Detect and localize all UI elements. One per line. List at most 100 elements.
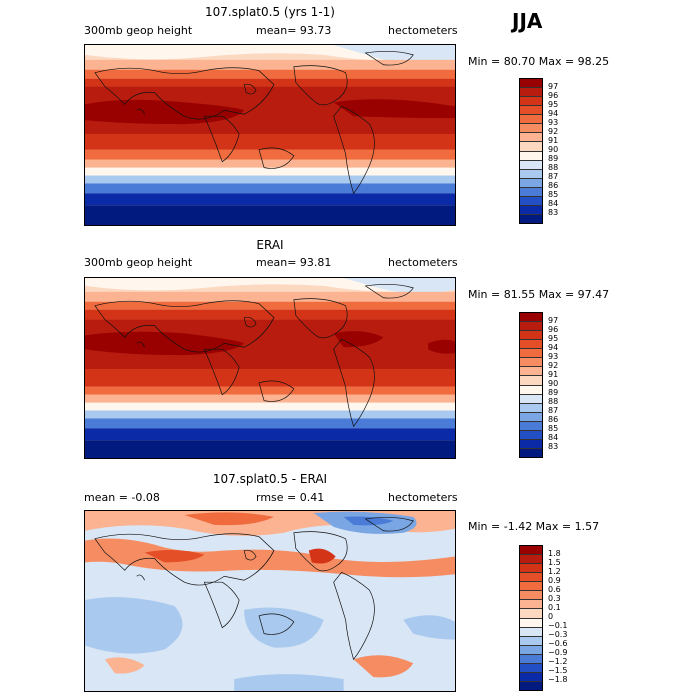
colorbar-label: 1.2 [548, 567, 561, 576]
colorbar-label: −1.5 [548, 666, 568, 675]
colorbar-label: 87 [548, 172, 559, 181]
colorbar-swatch [520, 385, 542, 395]
colorbar-label: 94 [548, 109, 559, 118]
colorbar-swatch [520, 313, 542, 323]
panel-2-colorbar [519, 312, 543, 458]
colorbar-swatch [520, 106, 542, 116]
colorbar-label: 94 [548, 343, 559, 352]
colorbar-label: 96 [548, 325, 559, 334]
colorbar-swatch [520, 367, 542, 377]
colorbar-label: 0.6 [548, 585, 561, 594]
colorbar-swatch [520, 573, 542, 583]
colorbar-label: −0.3 [548, 630, 568, 639]
season-label: JJA [512, 9, 543, 33]
colorbar-label: 87 [548, 406, 559, 415]
colorbar-swatch [520, 582, 542, 592]
colorbar-swatch [520, 160, 542, 170]
colorbar-label: 84 [548, 433, 559, 442]
colorbar-swatch [520, 672, 542, 682]
colorbar-label: −0.9 [548, 648, 568, 657]
colorbar-swatch [520, 591, 542, 601]
colorbar-swatch [520, 663, 542, 673]
colorbar-label: 93 [548, 118, 559, 127]
colorbar-swatch [520, 609, 542, 619]
colorbar-label: 1.5 [548, 558, 561, 567]
colorbar-swatch [520, 178, 542, 188]
colorbar-label: −1.2 [548, 657, 568, 666]
colorbar-label: 88 [548, 397, 559, 406]
colorbar-swatch [520, 133, 542, 143]
colorbar-label: 83 [548, 208, 559, 217]
colorbar-label: 0.9 [548, 576, 561, 585]
colorbar-label: 95 [548, 100, 559, 109]
colorbar-swatch [520, 618, 542, 628]
colorbar-label: 0.1 [548, 603, 561, 612]
panel-3-colorbar [519, 545, 543, 691]
panel-1-center-label: mean= 93.73 [256, 24, 332, 37]
colorbar-swatch [520, 205, 542, 215]
colorbar-label: 1.8 [548, 549, 561, 558]
colorbar-swatch [520, 79, 542, 89]
colorbar-swatch [520, 331, 542, 341]
panel-3-center-label: rmse = 0.41 [256, 491, 325, 504]
panel-1-right-label: hectometers [388, 24, 458, 37]
panel-3-title: 107.splat0.5 - ERAI [212, 472, 328, 486]
colorbar-swatch [520, 358, 542, 368]
colorbar-label: 86 [548, 181, 559, 190]
colorbar-swatch [520, 115, 542, 125]
colorbar-swatch [520, 376, 542, 386]
colorbar-swatch [520, 681, 542, 690]
panel-1-left-label: 300mb geop height [84, 24, 193, 37]
colorbar-swatch [520, 97, 542, 107]
colorbar-label: 91 [548, 370, 559, 379]
colorbar-label: 92 [548, 361, 559, 370]
colorbar-swatch [520, 430, 542, 440]
colorbar-swatch [520, 564, 542, 574]
colorbar-swatch [520, 403, 542, 413]
colorbar-label: 93 [548, 352, 559, 361]
colorbar-swatch [520, 169, 542, 179]
panel-3-left-label: mean = -0.08 [84, 491, 160, 504]
colorbar-swatch [520, 394, 542, 404]
colorbar-swatch [520, 142, 542, 152]
colorbar-label: 85 [548, 424, 559, 433]
colorbar-swatch [520, 322, 542, 332]
colorbar-swatch [520, 349, 542, 359]
panel-1-colorbar [519, 78, 543, 224]
panel-2-right-label: hectometers [388, 256, 458, 269]
panel-2-title: ERAI [256, 238, 284, 252]
colorbar-swatch [520, 439, 542, 449]
colorbar-swatch [520, 412, 542, 422]
colorbar-swatch [520, 340, 542, 350]
colorbar-label: −1.8 [548, 675, 568, 684]
colorbar-swatch [520, 187, 542, 197]
panel-2-center-label: mean= 93.81 [256, 256, 332, 269]
panel-1-minmax: Min = 80.70 Max = 98.25 [468, 55, 610, 68]
colorbar-swatch [520, 196, 542, 206]
colorbar-swatch [520, 421, 542, 431]
colorbar-label: 95 [548, 334, 559, 343]
colorbar-swatch [520, 214, 542, 223]
panel-2-minmax: Min = 81.55 Max = 97.47 [468, 288, 610, 301]
colorbar-swatch [520, 600, 542, 610]
colorbar-swatch [520, 124, 542, 134]
colorbar-swatch [520, 555, 542, 565]
colorbar-swatch [520, 151, 542, 161]
panel-3-minmax: Min = -1.42 Max = 1.57 [468, 520, 600, 533]
colorbar-swatch [520, 546, 542, 556]
panel-1-map [84, 44, 456, 226]
panel-2-map [84, 277, 456, 459]
colorbar-label: 84 [548, 199, 559, 208]
colorbar-swatch [520, 645, 542, 655]
colorbar-label: 97 [548, 82, 559, 91]
colorbar-label: 89 [548, 154, 559, 163]
colorbar-label: 86 [548, 415, 559, 424]
colorbar-label: −0.1 [548, 621, 568, 630]
panel-2-left-label: 300mb geop height [84, 256, 193, 269]
colorbar-swatch [520, 636, 542, 646]
colorbar-label: 96 [548, 91, 559, 100]
colorbar-swatch [520, 448, 542, 457]
colorbar-label: 85 [548, 190, 559, 199]
colorbar-label: 83 [548, 442, 559, 451]
panel-3-map [84, 510, 456, 692]
